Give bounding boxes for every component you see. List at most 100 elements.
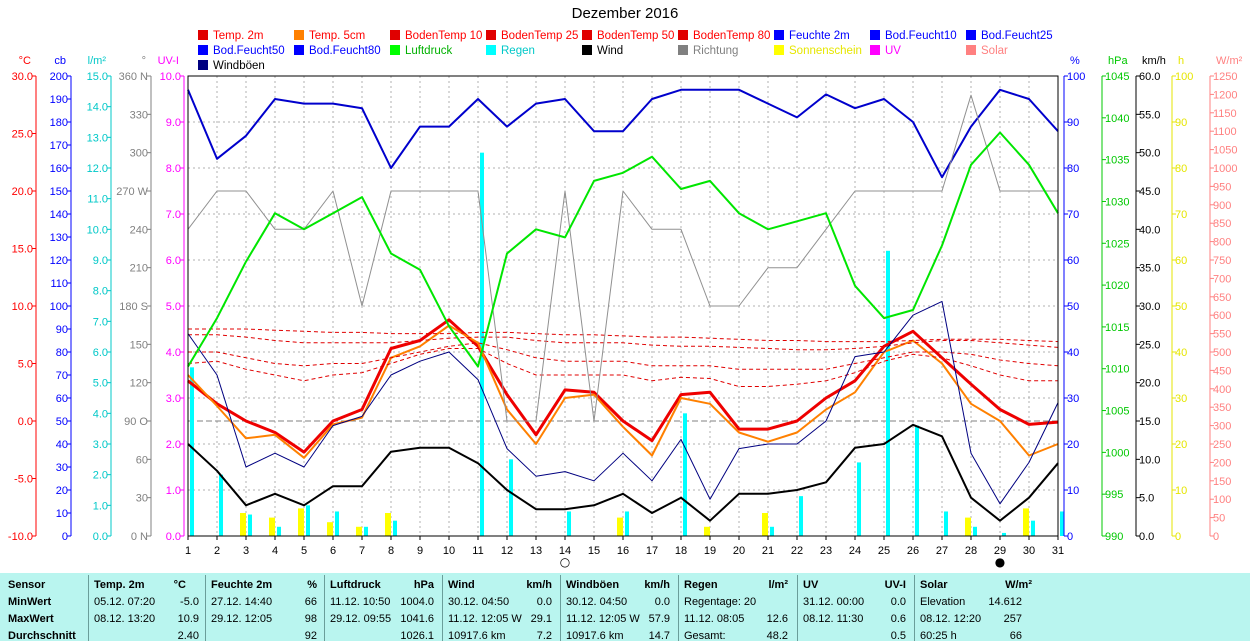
solar-tick-label-24: 1200 xyxy=(1213,89,1237,101)
stats-boeen-time-1: 11.12. 12:05 W xyxy=(566,613,640,625)
legend-swatch xyxy=(486,45,496,55)
feuchte-2m-line xyxy=(187,88,1059,179)
x-tick-label-10: 10 xyxy=(443,545,455,557)
legend-item-luftdruck: Luftdruck xyxy=(390,45,452,57)
stats-solar-value-2: 66 xyxy=(1009,630,1022,642)
stats-uv-value-0: 0.0 xyxy=(890,596,906,608)
x-tick-label-19: 19 xyxy=(704,545,716,557)
regen-bar-22 xyxy=(799,496,803,536)
x-axis: 1 2 3 4 5 6 7 8 9 10 11 12 13 14 15 16 17 18 19 20 21 22 23 24 2… xyxy=(185,536,1064,569)
cb-tick-label-3: 30 xyxy=(56,462,68,474)
press-tick-label-10: 1040 xyxy=(1105,113,1129,125)
press-tick-label-0: 990 xyxy=(1105,531,1123,543)
rain-tick-label-11: 11.0 xyxy=(87,194,108,206)
x-tick-label-18: 18 xyxy=(675,545,687,557)
press-tick-label-3: 1005 xyxy=(1105,406,1129,418)
stats-solar-time-2: 60:25 h xyxy=(920,630,957,642)
legend-item-bod-feucht80: Bod.Feucht80 xyxy=(294,45,381,57)
solar-tick-label-6: 300 xyxy=(1213,421,1231,433)
dir-tick-label-12: 360 N xyxy=(119,71,148,83)
uv-tick-label-0: 0.0 xyxy=(166,531,181,543)
sun-tick-label-3: 30 xyxy=(1175,393,1187,405)
bodentemp-10-line xyxy=(187,348,1058,387)
sonnenschein-bar-28 xyxy=(965,517,971,536)
legend-swatch xyxy=(966,45,976,55)
stats-boeen-time-0: 30.12. 04:50 xyxy=(566,596,628,608)
temp-5cm-line xyxy=(187,324,1059,459)
uv-tick-label-8: 8.0 xyxy=(166,163,181,175)
x-tick-label-5: 5 xyxy=(301,545,307,557)
cb-tick-label-19: 190 xyxy=(50,94,68,106)
stats-wind-time-2: 10917.6 km xyxy=(448,630,506,642)
temp-tick-label-0: -10.0 xyxy=(8,531,33,543)
temp-tick-label-8: 30.0 xyxy=(12,71,33,83)
luftdruck-line xyxy=(187,131,1059,368)
legend-label: BodenTemp 25 xyxy=(501,30,579,42)
regen-bar-8 xyxy=(393,520,397,536)
press-tick-label-9: 1035 xyxy=(1105,155,1129,167)
hum-tick-label-3: 30 xyxy=(1067,393,1079,405)
cb-tick-label-16: 160 xyxy=(50,163,68,175)
richtung-line xyxy=(187,94,1058,422)
stats-regen-header: Regen xyxy=(684,579,718,591)
stats-wind-time-0: 30.12. 04:50 xyxy=(448,596,510,608)
press-axis-label: hPa xyxy=(1108,55,1128,67)
solar-tick-label-13: 650 xyxy=(1213,292,1231,304)
x-tick-label-7: 7 xyxy=(359,545,365,557)
legend-item-richtung: Richtung xyxy=(678,45,738,57)
x-tick-label-25: 25 xyxy=(878,545,890,557)
stats-wind-value-1: 29.1 xyxy=(530,613,552,625)
sun-tick-label-6: 60 xyxy=(1175,255,1187,267)
sun-tick-label-5: 50 xyxy=(1175,301,1187,313)
stats-temp-header: Temp. 2m xyxy=(94,579,145,591)
wind-tick-label-10: 50.0 xyxy=(1139,148,1160,160)
stats-temp-value-1: 10.9 xyxy=(177,613,199,625)
stats-solar-time-0: Elevation xyxy=(920,596,966,608)
cb-axis: 0 10 20 30 40 50 60 70 80 90 100 110 120 130 140 150 160… xyxy=(50,55,72,543)
legend-label: Temp. 2m xyxy=(213,30,264,42)
stats-separator xyxy=(324,575,325,641)
sun-tick-label-7: 70 xyxy=(1175,209,1187,221)
uv-tick-label-4: 4.0 xyxy=(166,347,181,359)
legend-label: Richtung xyxy=(693,45,739,57)
legend-swatch xyxy=(678,30,688,40)
solar-tick-label-18: 900 xyxy=(1213,200,1231,212)
regen-bar-31 xyxy=(1060,511,1064,536)
press-tick-label-1: 995 xyxy=(1105,489,1123,501)
stats-solar-time-1: 08.12. 12:20 xyxy=(920,613,982,625)
rain-tick-label-13: 13.0 xyxy=(87,132,108,144)
stats-uv-value-2: 0.5 xyxy=(890,630,906,642)
solar-tick-label-2: 100 xyxy=(1213,494,1231,506)
hum-tick-label-7: 70 xyxy=(1067,209,1079,221)
legend-item-solar: Solar xyxy=(966,45,1008,57)
solar-tick-label-7: 350 xyxy=(1213,402,1231,414)
sonnenschein-bar-16 xyxy=(617,517,623,536)
stats-boeen-header: Windböen xyxy=(566,579,620,591)
stats-luft-time-1: 29.12. 09:55 xyxy=(330,613,392,625)
hum-tick-label-5: 50 xyxy=(1067,301,1079,313)
x-tick-label-11: 11 xyxy=(472,545,483,557)
legend-label: Sonnenschein xyxy=(789,45,862,57)
press-tick-label-4: 1010 xyxy=(1105,364,1129,376)
dir-tick-label-5: 150 xyxy=(130,339,148,351)
cb-tick-label-7: 70 xyxy=(56,370,68,382)
stats-separator xyxy=(88,575,89,641)
bodentemp-80-line xyxy=(188,328,1059,343)
dir-axis-label: ° xyxy=(142,55,146,67)
cb-axis-label: cb xyxy=(54,55,66,67)
rain-tick-label-7: 7.0 xyxy=(93,316,108,328)
sonnenschein-bar-7 xyxy=(356,526,362,536)
legend-label: Bod.Feucht50 xyxy=(213,45,285,57)
solar-tick-label-0: 0 xyxy=(1213,531,1219,543)
legend-item-feuchte-2m: Feuchte 2m xyxy=(774,30,850,42)
solar-tick-label-16: 800 xyxy=(1213,237,1231,249)
cb-tick-label-0: 0 xyxy=(62,531,68,543)
x-tick-label-20: 20 xyxy=(733,545,745,557)
solar-tick-label-8: 400 xyxy=(1213,384,1231,396)
cb-tick-label-17: 170 xyxy=(50,140,68,152)
uv-tick-label-2: 2.0 xyxy=(166,439,181,451)
legend-item-temp-2m: Temp. 2m xyxy=(198,30,264,42)
wind-tick-label-0: 0.0 xyxy=(1139,531,1154,543)
legend-item-windb-en: Windböen xyxy=(198,60,265,72)
press-tick-label-2: 1000 xyxy=(1105,447,1129,459)
